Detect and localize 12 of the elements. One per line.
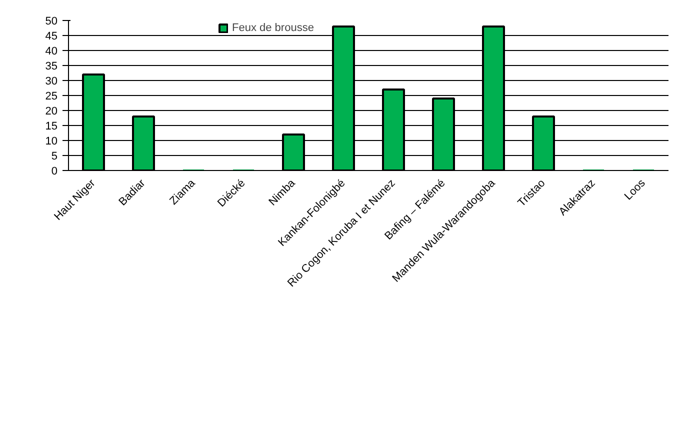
y-tick-label: 15 — [45, 120, 58, 132]
legend-label: Feux de brousse — [232, 22, 314, 34]
y-tick-label: 10 — [45, 136, 58, 148]
y-tick-label: 0 — [51, 166, 58, 178]
y-tick-label: 50 — [45, 16, 58, 28]
y-tick-label: 5 — [51, 150, 58, 162]
y-tick-label: 30 — [45, 76, 58, 88]
y-tick-label: 20 — [45, 106, 58, 118]
y-tick-label: 35 — [45, 60, 58, 72]
y-tick-label: 25 — [45, 90, 58, 102]
y-tick-label: 45 — [45, 30, 58, 42]
y-tick-label: 40 — [45, 46, 58, 58]
